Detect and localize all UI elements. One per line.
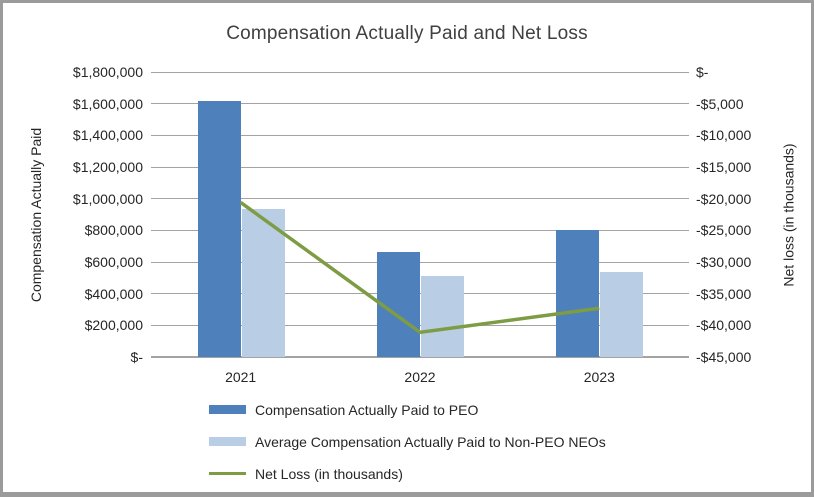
- left-axis-tick-label: $-: [130, 349, 143, 365]
- right-axis-tick-label: -$10,000: [696, 127, 752, 144]
- legend-label: Compensation Actually Paid to PEO: [255, 401, 479, 418]
- left-axis-tick-label: $1,800,000: [72, 64, 143, 80]
- right-axis-tick-label: -$30,000: [696, 254, 752, 270]
- left-axis-tick-label: $1,000,000: [72, 190, 143, 207]
- chart-title: Compensation Actually Paid and Net Loss: [226, 23, 588, 44]
- bar-non-peo-2023: [600, 272, 644, 357]
- right-axis-tick-label: -$40,000: [696, 317, 752, 334]
- bar-non-peo-2021: [241, 208, 285, 357]
- left-axis-tick-label: $1,200,000: [72, 159, 143, 175]
- legend-item: Net Loss (in thousands): [209, 465, 606, 482]
- x-axis-label: 2022: [404, 369, 436, 385]
- legend-line-swatch: [209, 471, 246, 476]
- legend: Compensation Actually Paid to PEO Average…: [209, 401, 606, 482]
- left-axis-tick-label: $1,400,000: [72, 127, 143, 144]
- right-axis-tick-label: -$35,000: [696, 285, 752, 302]
- x-axis-line: [151, 356, 689, 358]
- right-axis-tick-label: -$20,000: [696, 190, 752, 207]
- legend-label: Average Compensation Actually Paid to No…: [255, 433, 606, 450]
- bar-peo-2021: [197, 101, 241, 357]
- left-axis-tick-label: $800,000: [84, 222, 143, 239]
- bar-peo-2023: [556, 230, 600, 357]
- net-loss-line: [239, 201, 600, 335]
- right-axis-tick-label: -$15,000: [696, 159, 752, 175]
- right-axis-title-text: Net loss (in thousands): [781, 142, 797, 287]
- gridline: [151, 166, 689, 168]
- legend-item: Average Compensation Actually Paid to No…: [209, 433, 606, 450]
- gridline: [151, 198, 689, 200]
- right-axis-tick-label: -$45,000: [696, 349, 752, 365]
- x-axis-label: 2023: [583, 369, 615, 385]
- left-axis-tick-label: $1,600,000: [72, 95, 143, 112]
- right-axis-tick-label: -$5,000: [696, 95, 744, 112]
- gridline: [151, 134, 689, 136]
- left-axis-tick-label: $400,000: [84, 285, 143, 302]
- left-axis-tick-label: $200,000: [84, 317, 143, 334]
- right-axis-title: Net loss (in thousands): [778, 72, 800, 357]
- gridline: [151, 103, 689, 105]
- right-axis-tick-label: -$25,000: [696, 222, 752, 239]
- left-axis-title: Compensation Actually Paid: [25, 72, 47, 357]
- left-axis-tick-label: $600,000: [84, 254, 143, 270]
- legend-bar-swatch: [209, 405, 246, 414]
- left-axis-title-text: Compensation Actually Paid: [28, 127, 45, 302]
- legend-label: Net Loss (in thousands): [255, 465, 403, 482]
- legend-bar-swatch: [209, 437, 246, 446]
- bar-peo-2022: [377, 251, 420, 357]
- x-axis-label: 2021: [225, 369, 257, 385]
- bar-non-peo-2022: [421, 276, 464, 357]
- legend-item: Compensation Actually Paid to PEO: [209, 401, 606, 418]
- gridline: [151, 71, 689, 73]
- right-axis-tick-label: $-: [696, 64, 709, 80]
